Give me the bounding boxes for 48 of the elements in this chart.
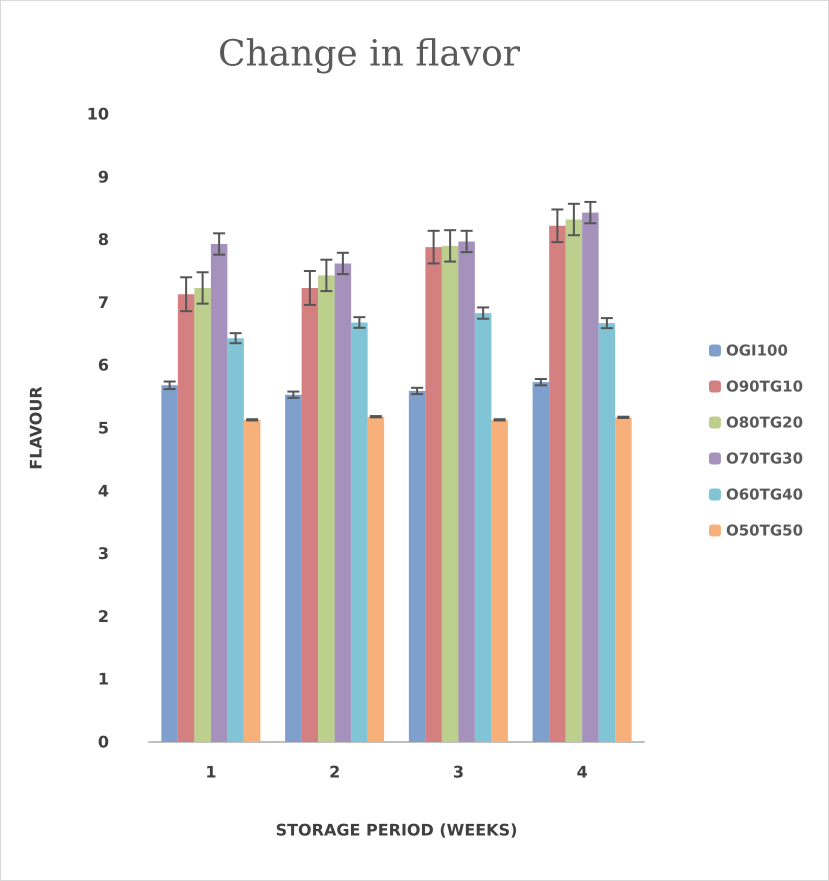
bar — [566, 220, 582, 742]
bar — [598, 323, 616, 742]
bar — [351, 322, 368, 742]
bar — [408, 390, 426, 742]
legend-label: O70TG30 — [726, 450, 804, 468]
y-tick-label: 8 — [98, 230, 109, 250]
bar — [532, 382, 550, 742]
legend-label: O50TG50 — [726, 522, 804, 540]
legend-label: O80TG20 — [726, 414, 804, 432]
y-tick-label: 4 — [98, 481, 109, 500]
y-tick-label: 0 — [98, 732, 109, 752]
bar — [178, 294, 194, 742]
bar — [582, 212, 599, 742]
legend-label: O90TG10 — [726, 378, 804, 396]
bar — [442, 246, 458, 742]
legend-label: O60TG40 — [726, 486, 804, 504]
y-tick-label: 5 — [98, 418, 109, 438]
bar — [318, 275, 335, 742]
bar — [210, 244, 228, 742]
bar — [368, 416, 384, 742]
bar — [474, 313, 492, 742]
x-tick-label: 2 — [329, 762, 340, 782]
y-axis-title: FLAVOUR — [26, 386, 46, 470]
bar — [285, 394, 302, 742]
x-tick-label: 4 — [576, 762, 588, 782]
bar — [334, 263, 352, 742]
bar — [161, 385, 178, 742]
bar — [458, 241, 475, 742]
bar — [549, 226, 566, 742]
y-tick-label: 6 — [98, 356, 109, 375]
y-tick-label: 2 — [98, 606, 109, 626]
chart-title: Change in flavor — [218, 34, 521, 74]
bar — [244, 420, 260, 742]
bar — [194, 288, 211, 742]
y-tick-label: 3 — [98, 544, 109, 564]
bar — [491, 420, 508, 742]
x-tick-label: 1 — [205, 762, 216, 782]
bar — [302, 288, 318, 742]
legend-label: OGI100 — [726, 342, 788, 360]
bar — [227, 338, 244, 742]
y-tick-label: 1 — [98, 670, 109, 689]
bar — [615, 417, 632, 742]
x-axis-title: STORAGE PERIOD (WEEKS) — [276, 820, 518, 840]
y-tick-label: 9 — [98, 167, 109, 186]
y-tick-label: 7 — [98, 292, 109, 312]
x-tick-label: 3 — [452, 762, 464, 782]
y-tick-label: 10 — [86, 104, 109, 124]
bar — [425, 247, 442, 742]
